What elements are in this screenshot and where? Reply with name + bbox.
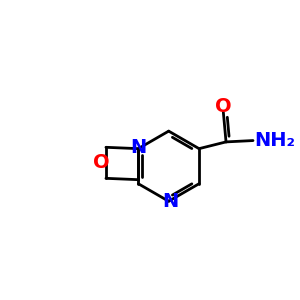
Text: O: O <box>93 153 110 172</box>
Text: N: N <box>130 138 146 157</box>
Text: O: O <box>215 97 232 116</box>
Text: N: N <box>162 192 178 211</box>
Text: NH₂: NH₂ <box>254 131 296 150</box>
